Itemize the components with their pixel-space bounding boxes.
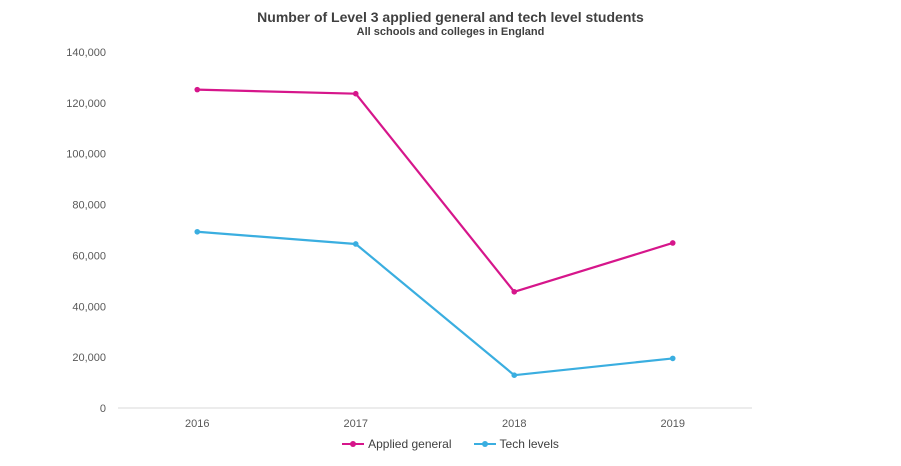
legend: Applied general Tech levels (0, 437, 901, 451)
chart-title: Number of Level 3 applied general and te… (257, 9, 644, 25)
data-point-applied-general (511, 288, 518, 295)
data-point-tech-levels (669, 355, 676, 362)
y-tick-label: 20,000 (72, 352, 106, 364)
data-point-applied-general (352, 90, 359, 97)
y-tick-label: 40,000 (72, 301, 106, 313)
data-point-applied-general (669, 240, 676, 246)
legend-item-tech-levels: Tech levels (473, 437, 559, 451)
x-tick-label: 2018 (502, 418, 526, 430)
y-tick-label: 60,000 (72, 250, 106, 262)
data-point-applied-general (194, 86, 201, 93)
legend-swatch-tech-levels (473, 439, 496, 449)
y-tick-label: 0 (100, 403, 106, 415)
x-tick-label: 2017 (344, 418, 368, 430)
y-tick-label: 100,000 (66, 149, 106, 161)
x-tick-label: 2019 (661, 418, 685, 430)
series-line-tech-levels (197, 230, 673, 377)
legend-item-applied-general: Applied general (342, 437, 452, 451)
chart-subtitle: All schools and colleges in England (356, 26, 545, 38)
legend-label-applied-general: Applied general (368, 437, 452, 451)
legend-swatch-applied-general (342, 439, 365, 449)
data-point-tech-levels (194, 228, 201, 235)
legend-label-tech-levels: Tech levels (499, 437, 559, 451)
data-point-tech-levels (511, 372, 518, 378)
y-tick-label: 80,000 (72, 200, 106, 212)
y-tick-label: 140,000 (66, 47, 106, 59)
x-tick-label: 2016 (185, 418, 209, 430)
series-line-applied-general (197, 88, 674, 293)
y-tick-label: 120,000 (66, 98, 106, 110)
data-point-tech-levels (352, 241, 359, 247)
